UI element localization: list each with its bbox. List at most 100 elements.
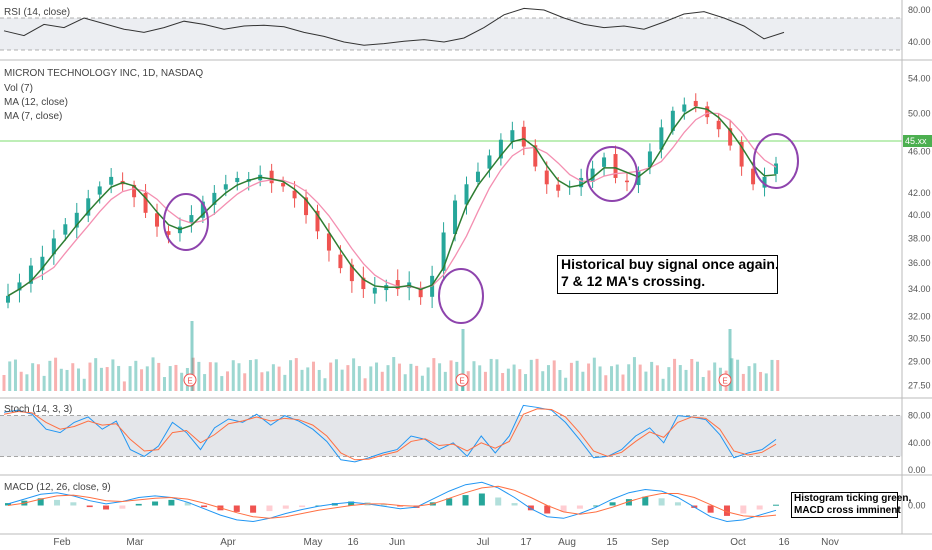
highlight-circle-2	[586, 146, 638, 202]
volume-bar-42	[243, 373, 247, 391]
candle-body-29	[338, 254, 343, 269]
volume-bar-114	[655, 365, 659, 391]
stoch-tick-1: 40.00	[908, 438, 931, 448]
macd-hist-bar-8	[135, 503, 142, 506]
volume-bar-35	[203, 374, 207, 391]
macd-hist-bar-43	[707, 505, 714, 513]
volume-bar-58	[334, 359, 338, 391]
volume-bar-70	[403, 374, 407, 391]
volume-bar-103	[592, 357, 596, 391]
candle-body-14	[166, 231, 171, 235]
volume-bar-50	[289, 360, 293, 391]
candle-body-28	[326, 233, 331, 251]
candle-body-67	[774, 163, 778, 174]
macd-hist-bar-35	[576, 505, 583, 509]
volume-bar-112	[644, 371, 648, 391]
volume-spike-1	[461, 329, 465, 391]
candle-body-0	[6, 295, 10, 303]
price-pane: 54.00 50.00 46.00 42.00 40.00 38.00 36.00 34.00…	[0, 73, 932, 391]
volume-bar-48	[277, 366, 281, 391]
price-tick-1: 50.00	[908, 109, 931, 119]
volume-bar-76	[438, 363, 442, 391]
annotation-line-1: Historical buy signal once again.	[561, 256, 779, 272]
price-tick-8: 32.00	[908, 312, 931, 322]
macd-hist-bar-41	[674, 502, 681, 506]
candle-body-4	[51, 238, 56, 255]
candle-body-43	[498, 139, 503, 159]
candle-body-51	[590, 168, 595, 182]
candle-body-34	[395, 280, 400, 290]
volume-bar-21	[122, 381, 126, 391]
volume-bar-89	[512, 364, 516, 391]
volume-bar-10	[59, 368, 63, 391]
volume-bar-122	[701, 376, 705, 391]
candle-body-2	[28, 265, 33, 284]
macd-hist-bar-18	[299, 505, 306, 508]
macd-hist-bar-29	[478, 493, 485, 506]
macd-hist-bar-28	[462, 495, 469, 506]
volume-bar-110	[632, 357, 636, 391]
rsi-band	[0, 18, 902, 50]
volume-bar-98	[564, 377, 568, 391]
candle-body-59	[682, 104, 687, 112]
volume-bar-107	[615, 364, 619, 391]
highlight-circle-0	[163, 193, 209, 251]
volume-bar-130	[747, 366, 751, 391]
macd-hist-bar-11	[184, 502, 191, 506]
volume-bar-87	[501, 373, 505, 391]
x-tick-3: May	[304, 537, 323, 548]
volume-bar-22	[128, 366, 132, 391]
macd-tick-0: 0.00	[908, 501, 926, 511]
candle-body-9	[109, 176, 114, 185]
volume-bar-13	[77, 368, 81, 391]
x-tick-1: Mar	[126, 537, 144, 548]
x-tick-6: Jul	[477, 537, 490, 548]
volume-bar-59	[340, 369, 344, 391]
macd-hist-bar-7	[119, 505, 126, 509]
volume-bar-23	[134, 360, 138, 391]
volume-bar-88	[506, 368, 510, 391]
macd-hist-bar-37	[609, 502, 616, 506]
candle-body-46	[533, 145, 538, 167]
candle-body-32	[372, 287, 377, 294]
ma7-line	[7, 106, 777, 297]
macd-hist-bar-38	[625, 499, 632, 506]
candle-body-8	[97, 186, 102, 195]
candle-body-25	[292, 190, 297, 199]
candle-body-53	[613, 154, 618, 178]
candle-body-57	[659, 127, 664, 150]
macd-hist-bar-10	[168, 499, 175, 506]
volume-bar-20	[117, 365, 121, 391]
volume-bar-44	[254, 359, 258, 391]
candle-body-45	[521, 126, 526, 147]
volume-bar-26	[151, 357, 155, 391]
volume-bar-77	[443, 371, 447, 391]
candle-body-31	[361, 277, 366, 290]
macd-hist-bar-30	[495, 497, 502, 506]
macd-hist-bar-0	[5, 503, 11, 506]
candle-body-11	[132, 184, 137, 198]
volume-bar-25	[145, 366, 149, 391]
volume-bar-92	[529, 359, 533, 391]
volume-bar-129	[741, 373, 745, 391]
volume-bar-19	[111, 359, 115, 391]
candle-body-13	[155, 213, 160, 227]
earnings-marker-1	[455, 373, 469, 387]
current-price-tag	[903, 135, 932, 147]
candle-body-55	[636, 170, 641, 186]
highlight-circle-1	[438, 268, 484, 324]
volume-bar-6	[36, 364, 40, 391]
volume-bar-34	[197, 361, 201, 391]
candle-body-63	[728, 128, 733, 146]
volume-bar-5	[31, 363, 35, 391]
volume-bar-30	[174, 364, 178, 391]
volume-bar-104	[598, 366, 602, 391]
volume-spike-0	[190, 321, 194, 391]
candle-body-65	[751, 168, 756, 185]
volume-bar-61	[352, 358, 356, 391]
volume-bar-105	[604, 375, 608, 391]
candle-body-19	[223, 184, 228, 190]
macd-hist-bar-40	[658, 498, 665, 506]
candle-body-52	[602, 157, 607, 167]
